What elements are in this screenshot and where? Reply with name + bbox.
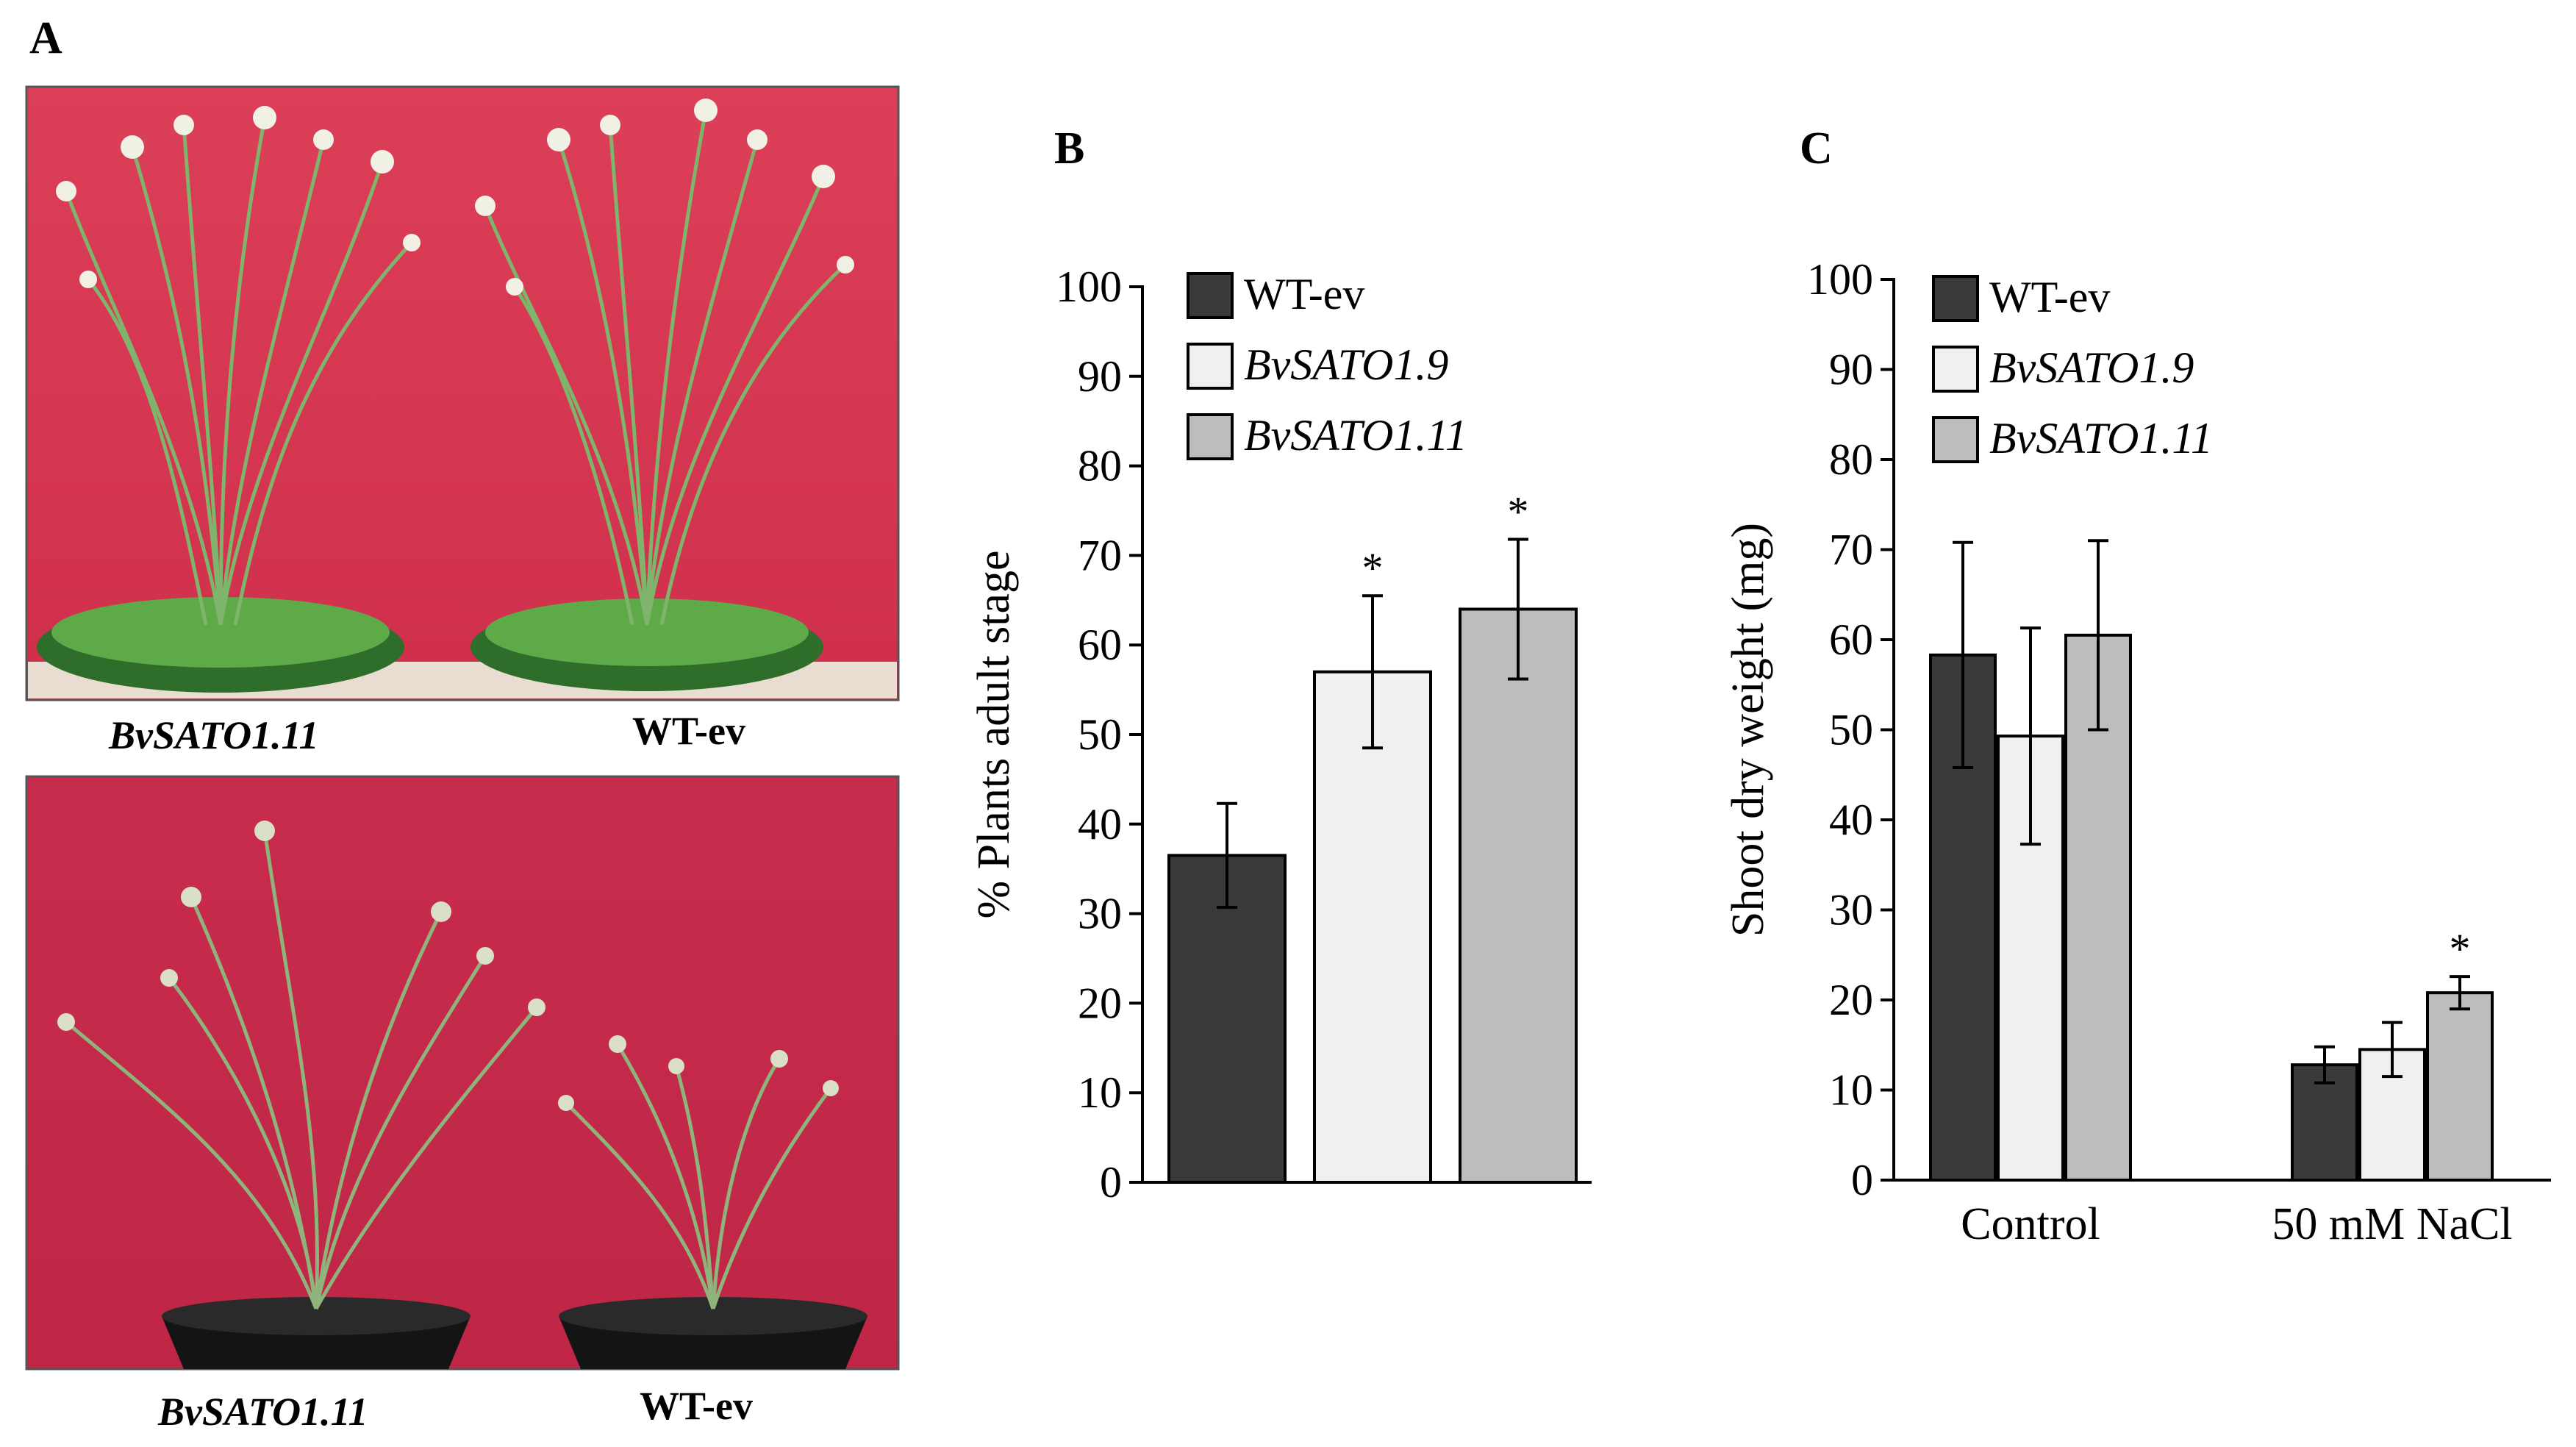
y-tick-label: 60: [1078, 621, 1122, 669]
photo-top-caption-left: BvSATO1.11: [108, 713, 319, 757]
x-category-label: Control: [1961, 1199, 2100, 1249]
legend-swatch-wt-ev: [1187, 272, 1234, 319]
y-tick-label: 10: [1829, 1066, 1873, 1115]
legend-label-bvsato1-11: BvSATO1.11: [1989, 414, 2213, 462]
plant-right-top: [471, 99, 854, 691]
y-tick-label: 30: [1078, 890, 1122, 938]
significance-asterisk: *: [2450, 925, 2471, 973]
panel-b-letter: B: [1054, 124, 1084, 174]
bar-bvsato1-11-nacl: [2426, 991, 2494, 1182]
y-tick-label: 20: [1078, 979, 1122, 1027]
plant-left-top: [37, 106, 421, 693]
y-tick-label: 50: [1078, 710, 1122, 759]
y-tick-label: 30: [1829, 886, 1873, 935]
legend-swatch-bvsato1-11: [1187, 413, 1234, 460]
plant-left-bottom: [65, 830, 538, 1310]
y-tick-label: 80: [1078, 442, 1122, 490]
legend-swatch-wt-ev: [1932, 275, 1979, 322]
y-tick-label: 70: [1078, 531, 1122, 579]
photo-top-caption-right: WT-ev: [632, 709, 745, 753]
panel-a-letter: A: [29, 13, 62, 63]
x-category-label: 50 mM NaCl: [2272, 1199, 2512, 1249]
y-tick-label: 40: [1078, 800, 1122, 848]
y-axis-label: Shoot dry weight (mg): [1723, 523, 1773, 937]
legend-label-bvsato1-9: BvSATO1.9: [1989, 343, 2194, 392]
panel-c-letter: C: [1800, 124, 1833, 174]
y-tick-label: 0: [1851, 1156, 1873, 1204]
bar-bvsato1-11: [1459, 607, 1578, 1184]
y-tick-label: 40: [1829, 796, 1873, 844]
y-axis-label: % Plants adult stage: [969, 550, 1019, 918]
legend-label-wt-ev: WT-ev: [1244, 270, 1364, 318]
y-tick-label: 90: [1829, 346, 1873, 394]
photo-bottom: [25, 775, 900, 1371]
photo-bottom-caption-left: BvSATO1.11: [157, 1390, 368, 1434]
photo-bottom-caption-right: WT-ev: [640, 1384, 753, 1428]
panel-b-chart: B 0 10 20 30 40 50 60 70 80 90 100 % Plants adult s…: [969, 124, 1592, 1207]
significance-asterisk: *: [1508, 487, 1529, 535]
bar-wt-ev-nacl: [2291, 1063, 2358, 1182]
legend-swatch-bvsato1-9: [1187, 343, 1234, 390]
y-tick-label: 100: [1056, 262, 1122, 311]
y-tick-label: 50: [1829, 706, 1873, 754]
bar-bvsato1-9: [1313, 670, 1432, 1184]
plant-right-bottom: [565, 1043, 833, 1310]
legend-swatch-bvsato1-9: [1932, 346, 1979, 393]
legend-label-bvsato1-9: BvSATO1.9: [1244, 340, 1448, 389]
legend-label-bvsato1-11: BvSATO1.11: [1244, 411, 1467, 460]
y-tick-label: 20: [1829, 976, 1873, 1024]
panel-c-chart: C 0 10 20 30 40 50 60 70 80 90 100 Shoot dry weight…: [1723, 124, 2551, 1249]
photo-top: [25, 85, 900, 701]
y-tick-label: 60: [1829, 615, 1873, 664]
y-tick-label: 90: [1078, 352, 1122, 401]
legend-label-wt-ev: WT-ev: [1989, 273, 2110, 321]
panel-a: A: [25, 13, 900, 1434]
bar-wt-ev: [1167, 854, 1287, 1185]
y-tick-label: 10: [1078, 1068, 1122, 1117]
significance-asterisk: *: [1362, 544, 1384, 592]
y-tick-label: 100: [1807, 255, 1873, 304]
y-tick-label: 0: [1100, 1158, 1122, 1207]
legend-swatch-bvsato1-11: [1932, 416, 1979, 463]
y-tick-label: 80: [1829, 435, 1873, 484]
y-tick-label: 70: [1829, 526, 1873, 574]
